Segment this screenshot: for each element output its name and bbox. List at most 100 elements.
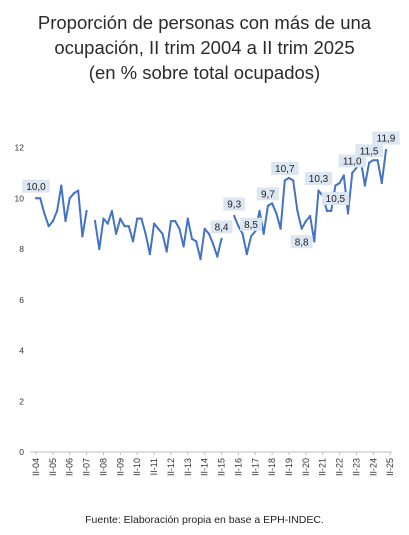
data-label: 10,5 (321, 192, 350, 206)
x-tick-label: II-15 (217, 458, 227, 476)
data-label-text: 10,3 (309, 174, 329, 185)
data-label: 8,8 (290, 235, 313, 249)
data-point (258, 209, 261, 213)
y-tick-label: 2 (19, 396, 24, 406)
data-point (131, 240, 135, 243)
data-label: 10,7 (271, 161, 299, 175)
x-tick-label: II-16 (233, 458, 243, 476)
y-tick-label: 0 (19, 447, 24, 457)
data-label-text: 8,5 (244, 220, 258, 231)
x-tick-label: II-20 (301, 458, 311, 476)
data-point (325, 209, 329, 213)
data-point (190, 237, 194, 240)
chart-axes: 0 2 4 6 8 10 12 II-04 II-05 II-06 II-07 II-08 II-09 I… (15, 143, 396, 477)
data-point (249, 235, 253, 238)
data-label: 11,9 (372, 131, 400, 145)
data-point (317, 189, 320, 192)
data-point (296, 209, 299, 213)
x-tick-label: II-08 (98, 458, 108, 476)
data-point (51, 219, 54, 223)
chart-title-line-2: ocupación, II trim 2004 a II trim 2025 (54, 37, 355, 58)
data-point (144, 232, 147, 235)
x-tick-label: II-18 (267, 458, 277, 476)
data-point (283, 179, 286, 182)
data-point (64, 219, 67, 223)
data-point (351, 171, 354, 174)
y-tick-label: 10 (15, 193, 25, 203)
x-tick-label: II-17 (250, 458, 260, 476)
data-point (203, 227, 206, 230)
data-point (279, 227, 282, 230)
x-tick-label: II-05 (48, 458, 58, 476)
data-point (119, 217, 122, 220)
data-point (262, 232, 265, 235)
y-tick-label: 8 (19, 244, 24, 254)
data-point (220, 237, 223, 240)
data-label-box (321, 192, 350, 206)
data-label-text: 10,7 (275, 164, 295, 175)
data-point (115, 232, 118, 235)
data-point (157, 227, 160, 230)
data-label-box (240, 217, 262, 231)
data-label: 10,0 (22, 179, 50, 193)
data-point (140, 217, 143, 220)
data-point (372, 159, 375, 162)
data-point (55, 209, 59, 213)
x-tick-label: II-09 (115, 458, 125, 476)
x-tick-label: II-24 (368, 458, 378, 476)
data-point (186, 217, 189, 220)
data-point (98, 247, 101, 251)
data-label-box (304, 172, 333, 186)
data-point (182, 245, 185, 248)
data-point (93, 219, 97, 223)
data-point (47, 225, 50, 228)
data-point (136, 217, 139, 220)
data-point (199, 258, 202, 261)
data-label-text: 9,7 (261, 189, 275, 200)
data-label-text: 11,5 (360, 146, 379, 157)
data-label-text: 8,4 (215, 222, 229, 233)
data-point (165, 250, 168, 253)
data-point (39, 197, 42, 200)
data-point (380, 181, 383, 185)
x-tick-label: II-25 (385, 458, 395, 476)
data-label-box (290, 235, 313, 249)
y-tick-label: 4 (19, 346, 24, 356)
data-point (127, 225, 130, 228)
data-point (68, 197, 71, 200)
data-point (245, 252, 248, 256)
data-point (207, 232, 210, 235)
data-point (195, 240, 198, 243)
data-point (72, 192, 76, 195)
data-label: 9,3 (223, 197, 246, 211)
data-label-text: 10,0 (26, 182, 46, 193)
data-label-box (257, 187, 279, 201)
series-line (35, 184, 88, 238)
data-point (169, 219, 173, 223)
data-point (266, 204, 270, 207)
data-point (376, 159, 379, 162)
data-point (174, 219, 177, 223)
data-label-box (355, 144, 383, 158)
x-tick-label: II-14 (200, 458, 210, 476)
data-point (43, 212, 46, 215)
data-point (308, 214, 312, 218)
x-tick-label: II-13 (183, 458, 193, 476)
data-point (77, 189, 80, 192)
x-tick-label: II-10 (132, 458, 142, 476)
chart-data-labels: 10,0 8,4 9,3 8,5 9,7 10,7 8,8 10,3 10,5 11,011,51… (22, 131, 400, 249)
data-point (237, 225, 240, 228)
data-point (106, 222, 109, 225)
chart-title-line-3: (en % sobre total ocupados) (88, 62, 321, 83)
data-point (148, 252, 151, 256)
data-point (338, 181, 341, 185)
data-point (342, 174, 345, 177)
data-label: 9,7 (257, 187, 279, 200)
data-point (81, 235, 84, 238)
data-label-text: 11,0 (343, 156, 362, 167)
data-point (34, 197, 38, 200)
data-point (60, 184, 63, 187)
data-point (292, 179, 295, 182)
data-point (241, 232, 244, 235)
